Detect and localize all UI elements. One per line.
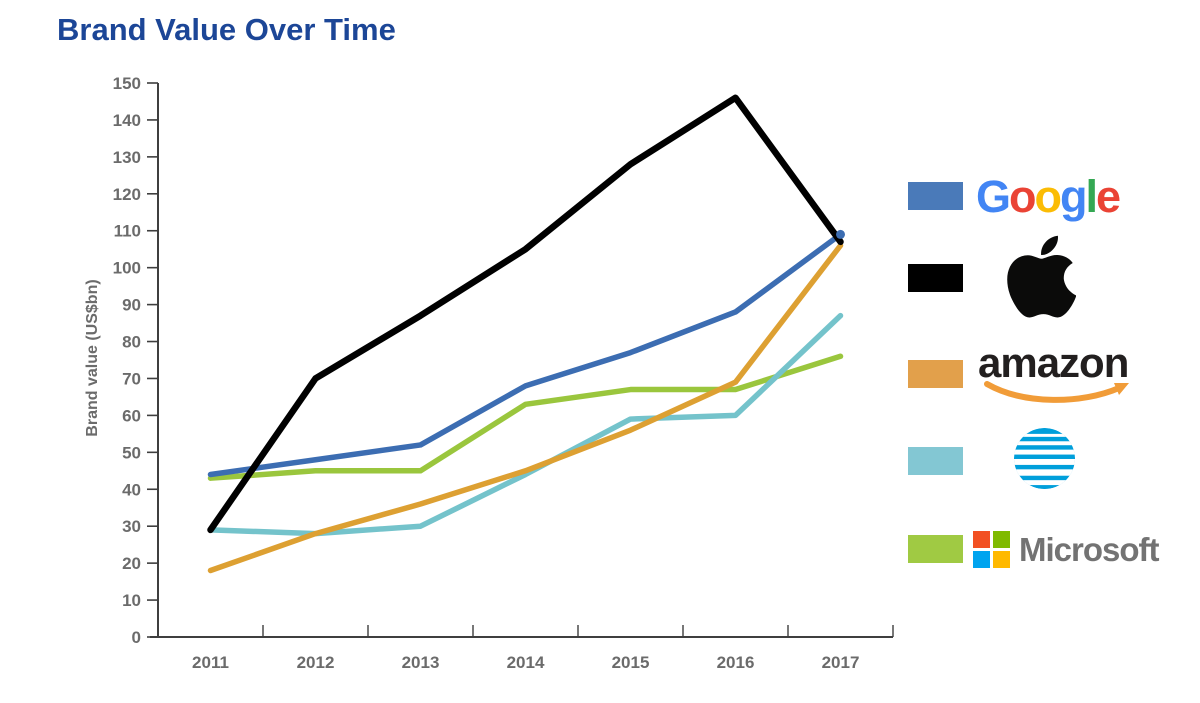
y-tick-label: 90 (122, 296, 141, 315)
y-tick-label: 10 (122, 591, 141, 610)
y-tick-label: 60 (122, 406, 141, 425)
series-line-apple (207, 94, 844, 534)
microsoft-square-yellow (993, 550, 1010, 568)
brand-value-line-chart: 0 10 20 30 40 50 60 70 80 90 100 110 120 130 140 150 201… (84, 74, 894, 672)
microsoft-square-green (993, 530, 1010, 548)
google-letter: l (1085, 170, 1098, 222)
y-tick-label: 110 (114, 222, 141, 241)
google-letter: G (976, 170, 1011, 222)
x-tick-label: 2011 (192, 653, 229, 672)
y-tick-label: 130 (113, 148, 141, 167)
y-tick-label: 120 (113, 185, 141, 204)
x-tick-label: 2016 (717, 653, 755, 672)
y-tick-label: 100 (113, 259, 141, 278)
series-line-att (207, 312, 844, 537)
google-letter: e (1096, 170, 1121, 222)
google-logo: Google (976, 170, 1121, 222)
microsoft-square-red (973, 530, 990, 548)
y-tick-label: 70 (122, 369, 141, 388)
y-tick-label: 20 (122, 554, 141, 573)
y-axis-title: Brand value (US$bn) (84, 279, 101, 436)
y-tick-label: 140 (113, 111, 141, 130)
google-letter: o (1034, 170, 1062, 222)
google-letter: g (1060, 170, 1087, 222)
axes: 0 10 20 30 40 50 60 70 80 90 100 110 120 130 140 150 201… (113, 74, 894, 672)
series-end-dot-google (836, 229, 845, 239)
amazon-smile-icon (984, 381, 1129, 403)
amazon-logo: amazon (978, 339, 1138, 405)
y-tick-label: 0 (132, 628, 141, 647)
series-line-amazon (207, 242, 844, 574)
microsoft-squares-icon (973, 530, 1010, 568)
microsoft-square-blue (973, 550, 990, 568)
apple-logo-icon (1006, 230, 1077, 327)
microsoft-wordmark: Microsoft (1019, 530, 1159, 568)
google-letter: o (1009, 170, 1036, 222)
att-globe-icon (1013, 427, 1076, 495)
series-lines (207, 94, 845, 574)
x-tick-label: 2014 (507, 653, 545, 672)
y-tick-label: 30 (122, 517, 141, 536)
x-tick-label: 2015 (612, 653, 650, 672)
x-tick-label: 2013 (402, 653, 440, 672)
y-tick-label: 80 (122, 333, 141, 352)
amazon-wordmark: amazon (978, 339, 1129, 386)
x-tick-label: 2017 (822, 653, 860, 672)
x-tick-label: 2012 (297, 653, 335, 672)
page-title: Brand Value Over Time (57, 12, 396, 47)
series-line-google (207, 231, 844, 478)
y-tick-label: 50 (122, 443, 141, 462)
y-tick-label: 150 (113, 74, 141, 93)
y-tick-label: 40 (122, 480, 141, 499)
series-line-microsoft (207, 353, 844, 481)
